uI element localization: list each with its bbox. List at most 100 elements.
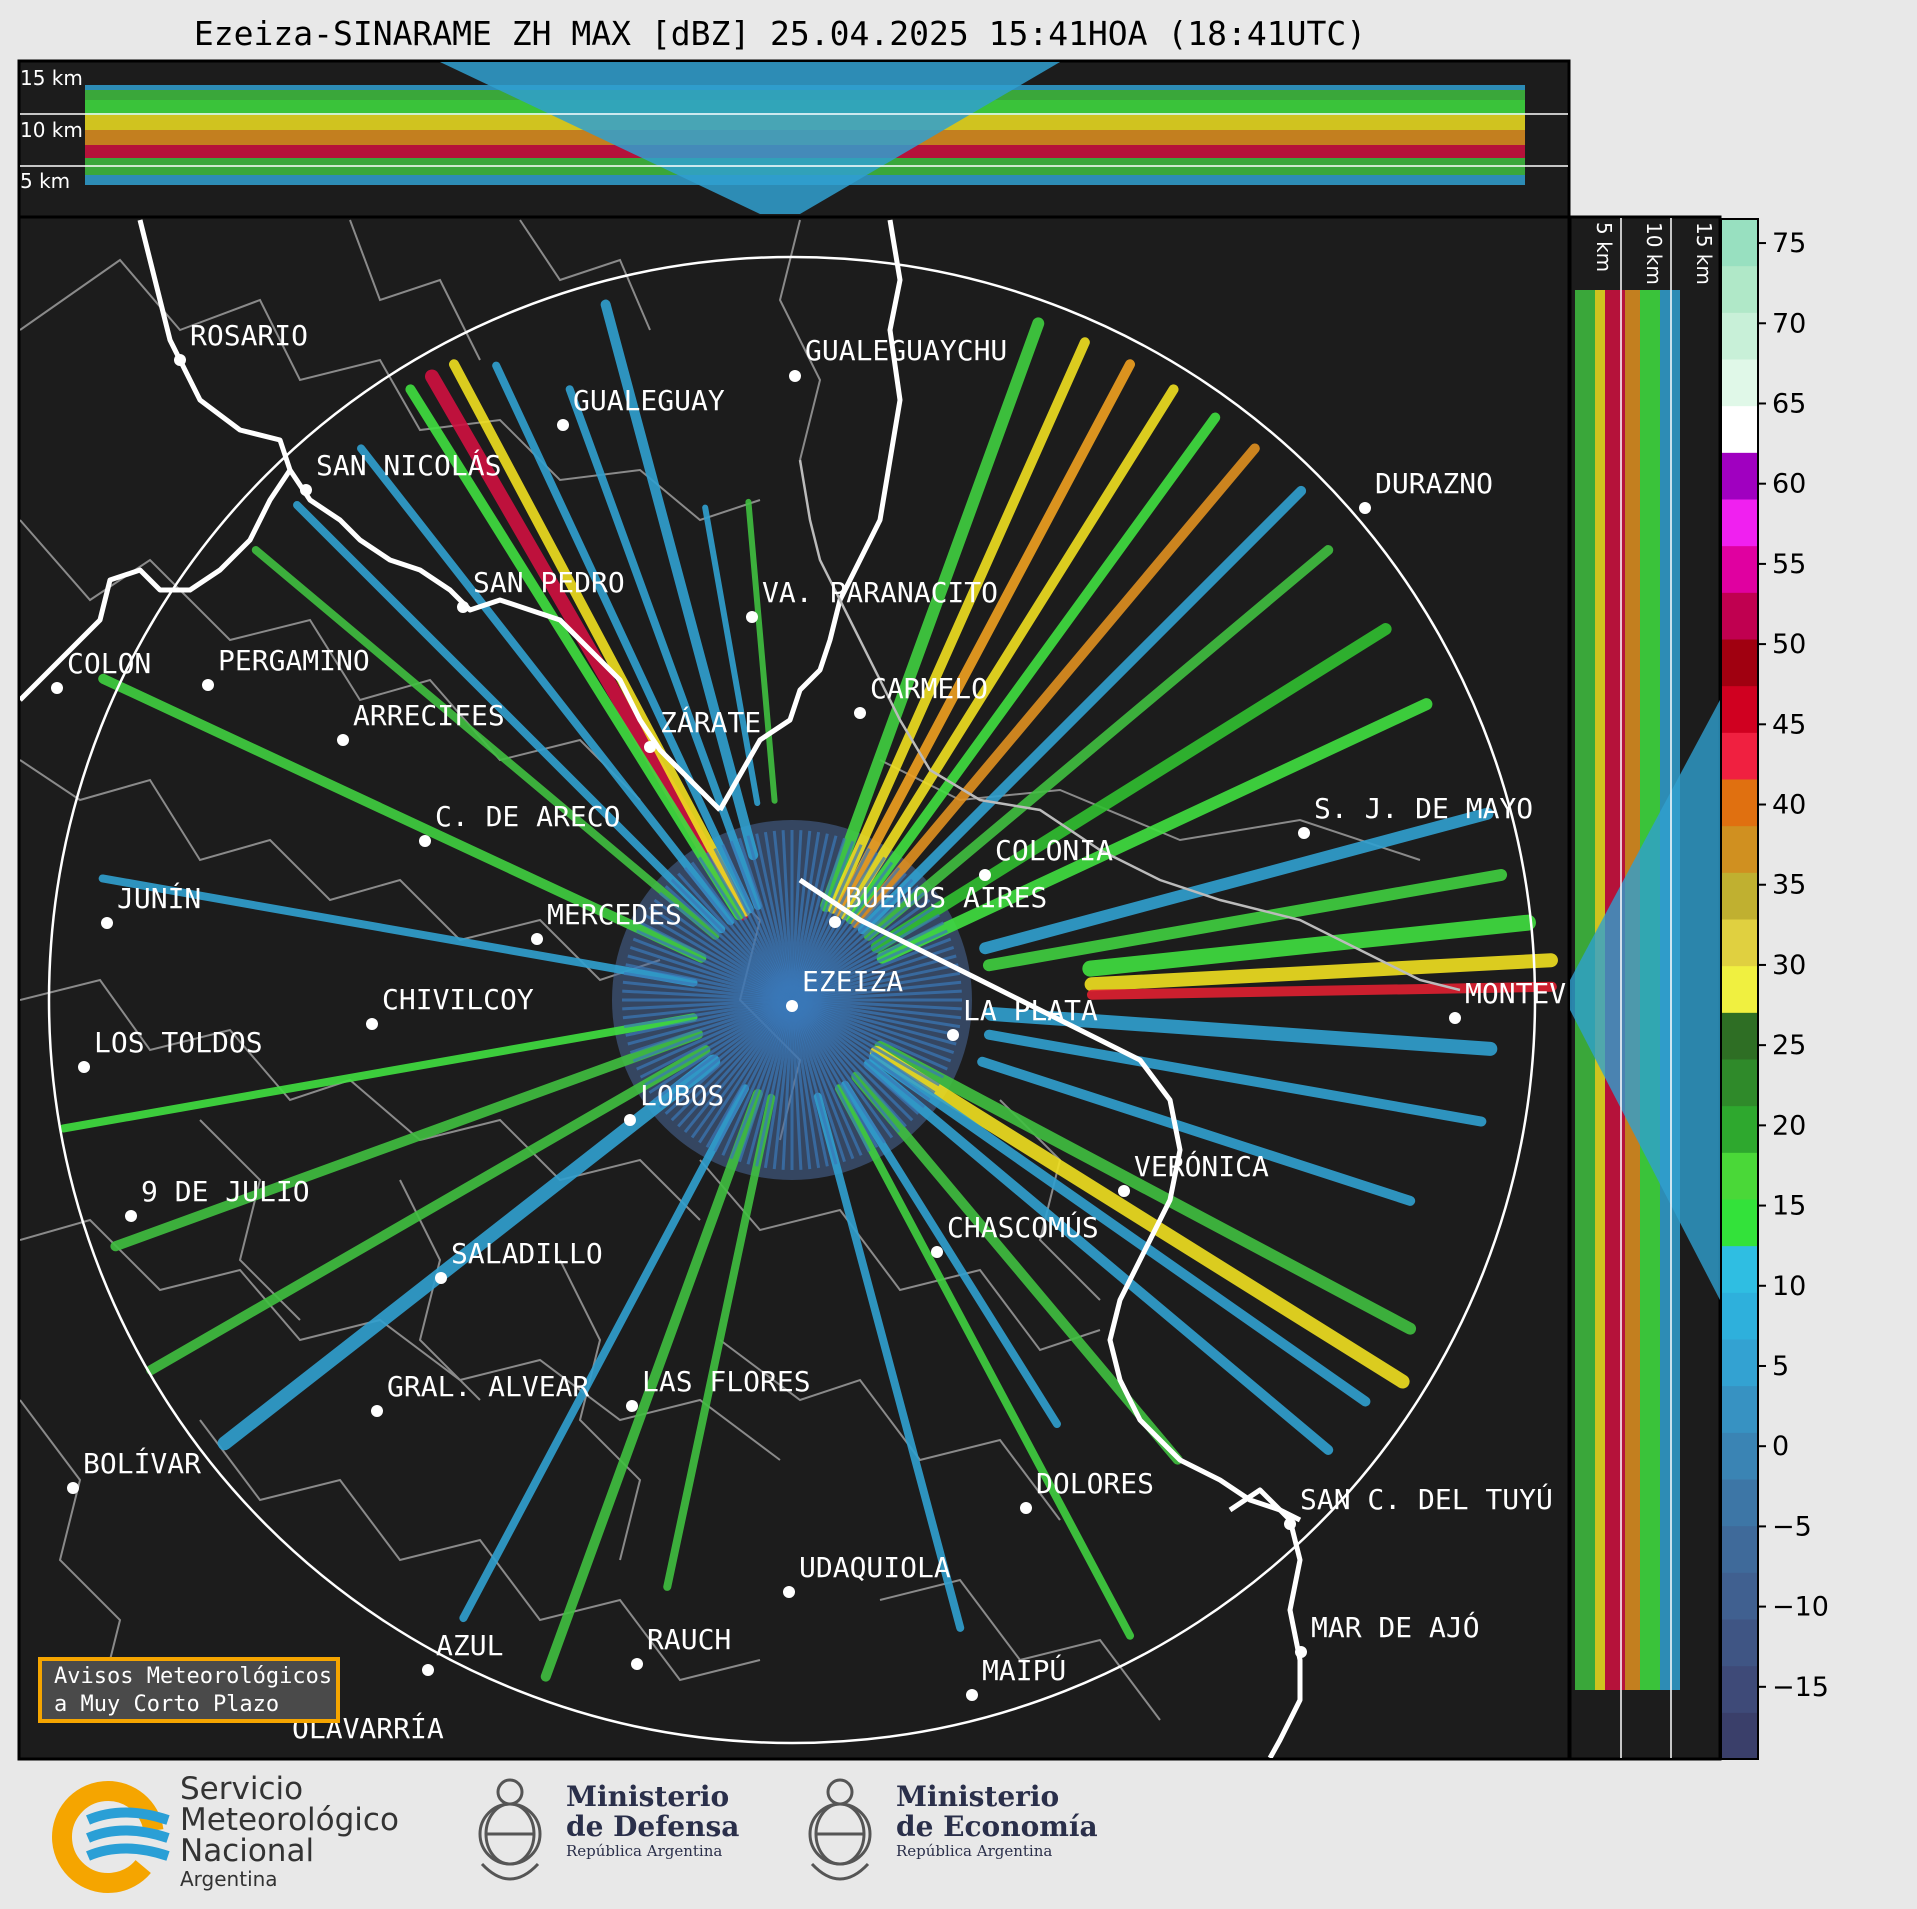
colorbar-segment bbox=[1721, 965, 1758, 1013]
colorbar-tick-label: 5 bbox=[1772, 1351, 1789, 1382]
colorbar-segment bbox=[1721, 1619, 1758, 1667]
colorbar-tick-label: 0 bbox=[1772, 1431, 1789, 1462]
city-marker bbox=[1020, 1502, 1032, 1514]
echo-ray bbox=[820, 317, 1045, 913]
echo-ray bbox=[1082, 914, 1536, 977]
economia-line-2: de Economía bbox=[896, 1810, 1098, 1843]
echo-ray bbox=[540, 1088, 763, 1682]
argentina-coat-of-arms-icon bbox=[478, 1778, 542, 1881]
colorbar-tick-label: 70 bbox=[1772, 308, 1806, 339]
city-marker bbox=[457, 601, 469, 613]
echo-ray bbox=[146, 1045, 711, 1375]
radar-echoes bbox=[59, 299, 1558, 1682]
echo-ray bbox=[834, 1084, 1135, 1640]
echo-ray bbox=[405, 384, 745, 921]
city-label: JUNÍN bbox=[117, 881, 201, 915]
echo-ray bbox=[979, 807, 1494, 955]
city-label: COLON bbox=[67, 647, 151, 680]
echo-ray bbox=[869, 1045, 1410, 1389]
city-label: RAUCH bbox=[647, 1623, 731, 1656]
defensa-logo-text: Ministerio de Defensa República Argentin… bbox=[566, 1782, 739, 1861]
city-label: SAN PEDRO bbox=[473, 566, 625, 599]
city-label: DURAZNO bbox=[1375, 467, 1493, 500]
city-marker bbox=[746, 611, 758, 623]
city-marker bbox=[422, 1664, 434, 1676]
echo-ray bbox=[870, 623, 1392, 954]
colorbar-tick-label: 15 bbox=[1772, 1191, 1806, 1222]
city-marker bbox=[789, 370, 801, 382]
city-marker bbox=[829, 916, 841, 928]
clutter-ray bbox=[791, 989, 962, 1002]
echo-ray bbox=[1086, 981, 1557, 1000]
top-elevation-panel: 15 km 10 km 5 km bbox=[17, 59, 1571, 219]
city-marker bbox=[854, 707, 866, 719]
city-marker bbox=[1118, 1185, 1130, 1197]
km-label-right-10: 10 km bbox=[1642, 222, 1666, 285]
city-marker bbox=[78, 1061, 90, 1073]
right-elevation-panel: 5 km 10 km 15 km bbox=[1568, 215, 1722, 1761]
logo-bar: Servicio Meteorológico Nacional Argentin… bbox=[0, 1760, 1917, 1909]
echo-ray bbox=[874, 1040, 1417, 1335]
city-marker bbox=[531, 933, 543, 945]
echo-ray bbox=[851, 1071, 1183, 1465]
city-marker bbox=[931, 1246, 943, 1258]
city-label: GUALEGUAY bbox=[573, 384, 725, 417]
colorbar-segment bbox=[1721, 219, 1758, 267]
city-label: GRAL. ALVEAR bbox=[387, 1370, 589, 1403]
elevation-cone bbox=[1570, 700, 1720, 1300]
city-marker bbox=[125, 1210, 137, 1222]
city-marker bbox=[202, 679, 214, 691]
colorbar-tick-label: 30 bbox=[1772, 950, 1806, 981]
elevation-cone bbox=[440, 62, 1060, 214]
echo-ray bbox=[565, 385, 762, 911]
city-marker bbox=[626, 1400, 638, 1412]
echo-ray bbox=[448, 359, 751, 917]
city-marker bbox=[644, 741, 656, 753]
colorbar-segment bbox=[1721, 592, 1758, 640]
colorbar-segment bbox=[1721, 1292, 1758, 1340]
km-label-15: 15 km bbox=[20, 66, 83, 90]
city-label: CARMELO bbox=[870, 672, 988, 705]
avisos-line-1: Avisos Meteorológicos bbox=[54, 1664, 333, 1689]
echo-ray bbox=[857, 485, 1307, 935]
colorbar-segment bbox=[1721, 1059, 1758, 1107]
km-label-5: 5 km bbox=[20, 169, 70, 193]
smn-line-1: Servicio bbox=[180, 1771, 304, 1807]
city-label: AZUL bbox=[436, 1629, 503, 1662]
coastline bbox=[20, 219, 1303, 1758]
city-label: MAR DE AJÓ bbox=[1311, 1610, 1480, 1644]
city-marker bbox=[1295, 1646, 1307, 1658]
echo-ray bbox=[492, 361, 754, 914]
city-label: LAS FLORES bbox=[642, 1365, 811, 1398]
city-label: COLONIA bbox=[995, 834, 1113, 867]
city-label: SAN NICOLÁS bbox=[316, 448, 501, 482]
city-marker bbox=[174, 354, 186, 366]
echo-ray bbox=[98, 673, 707, 963]
colorbar-tick-label: −10 bbox=[1772, 1592, 1829, 1623]
river-lines bbox=[798, 459, 1461, 992]
colorbar-segment bbox=[1721, 1572, 1758, 1620]
argentina-coat-of-arms-icon bbox=[808, 1778, 872, 1881]
city-marker bbox=[435, 1272, 447, 1284]
echo-ray bbox=[839, 384, 1179, 921]
echo-ray bbox=[845, 412, 1221, 925]
city-marker bbox=[786, 1000, 798, 1012]
colorbar-segment bbox=[1721, 405, 1758, 453]
colorbar-segment bbox=[1721, 1525, 1758, 1573]
echo-ray bbox=[663, 1093, 776, 1591]
colorbar-segment bbox=[1721, 685, 1758, 733]
avisos-button[interactable]: Avisos Meteorológicos a Muy Corto Plazo bbox=[38, 1657, 340, 1723]
city-marker bbox=[337, 734, 349, 746]
city-label: ROSARIO bbox=[190, 319, 308, 352]
city-labels: ROSARIO GUALEGUAYCHU GUALEGUAY SAN NICOLÁS D… bbox=[51, 319, 1568, 1745]
city-label: SAN C. DEL TUYÚ bbox=[1300, 1482, 1553, 1516]
city-label: EZEIZA bbox=[802, 965, 903, 998]
city-label: ARRECIFES bbox=[353, 699, 505, 732]
city-label: LOBOS bbox=[640, 1079, 724, 1112]
colorbar-tick-label: 50 bbox=[1772, 629, 1806, 660]
city-label: LOS TOLDOS bbox=[94, 1026, 263, 1059]
colorbar-segment bbox=[1721, 499, 1758, 547]
echo-ray bbox=[833, 359, 1136, 917]
